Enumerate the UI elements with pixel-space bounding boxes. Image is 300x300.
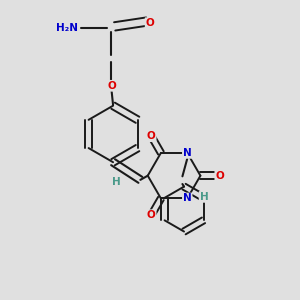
Text: O: O	[147, 210, 156, 220]
Text: H₂N: H₂N	[56, 23, 77, 33]
Text: H: H	[112, 177, 121, 188]
Text: O: O	[147, 131, 156, 141]
Text: N: N	[183, 148, 192, 158]
Text: N: N	[183, 194, 192, 203]
Text: H: H	[200, 192, 208, 202]
Text: O: O	[146, 18, 154, 28]
Text: O: O	[215, 171, 224, 181]
Text: O: O	[107, 81, 116, 91]
